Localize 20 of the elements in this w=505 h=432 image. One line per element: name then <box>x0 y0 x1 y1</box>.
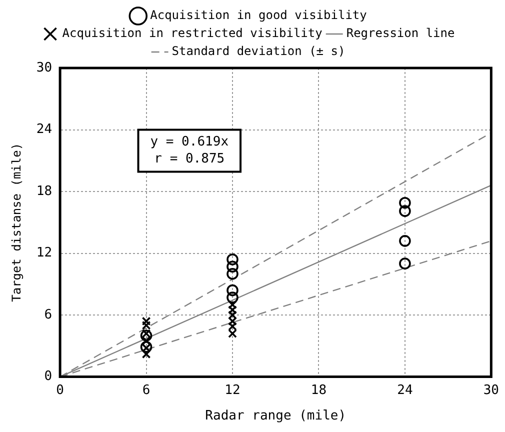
x-tick-label: 24 <box>397 382 413 398</box>
y-tick-label: 30 <box>36 60 52 76</box>
x-tick-label: 0 <box>56 382 64 398</box>
y-tick-label: 6 <box>44 307 52 322</box>
annotation: r = 0.875 <box>154 152 225 167</box>
x-tick-label: 12 <box>224 382 240 398</box>
x-tick-label: 30 <box>483 382 499 398</box>
y-tick-label: 18 <box>36 184 52 199</box>
legend-label: Acquisition in good visibility <box>150 8 367 22</box>
x-tick-label: 6 <box>142 382 150 398</box>
annotation: y = 0.619x <box>150 134 229 150</box>
x-axis-title: Radar range (mile) <box>205 408 346 424</box>
legend-label: Standard deviation (± s) <box>172 44 346 58</box>
legend-label: Regression line <box>346 26 455 40</box>
y-tick-label: 12 <box>36 246 52 261</box>
legend-label: Acquisition in restricted visibility <box>62 26 322 40</box>
y-tick-label: 24 <box>36 122 52 138</box>
y-tick-label: 0 <box>44 369 52 384</box>
x-tick-label: 18 <box>310 382 327 398</box>
y-axis-title: Target distanse (mile) <box>9 142 24 302</box>
